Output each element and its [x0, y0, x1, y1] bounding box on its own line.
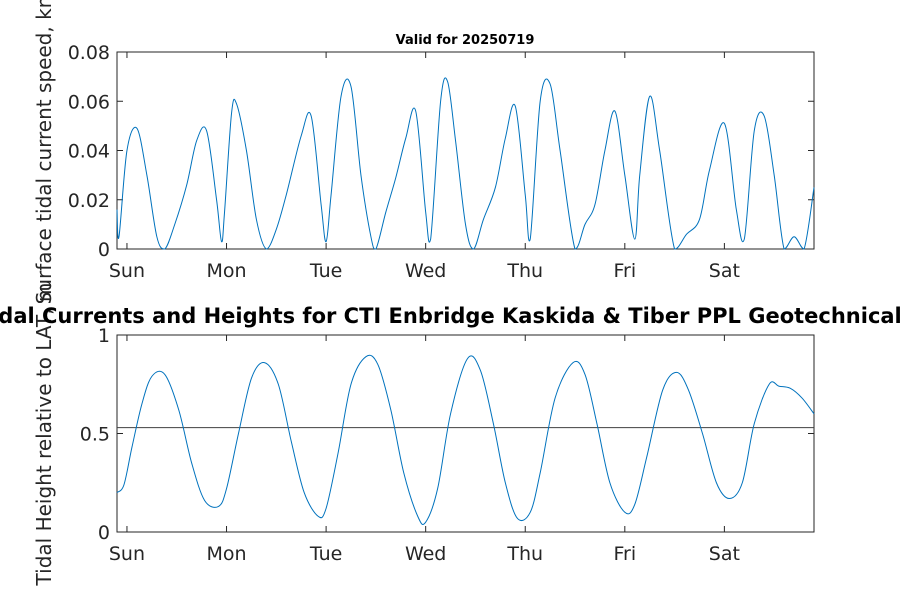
tidal-height-chart: 0 0.5 1 Sun Mon Tue Wed Thu Fri Sat [80, 325, 815, 565]
current-speed-plot-area [116, 51, 815, 250]
tidal-height-x-tick-label: Sat [709, 543, 740, 565]
current-speed-x-tick-label: Thu [506, 260, 543, 282]
tidal-height-series-line [116, 354, 815, 525]
current-speed-y-tick-label: 0.04 [68, 141, 110, 163]
tidal-height-y-tick-label: 0.5 [80, 424, 110, 446]
tidal-height-chart-title: Tidal Currents and Heights for CTI Enbri… [0, 304, 900, 328]
current-speed-y-tick-label: 0.02 [68, 190, 110, 212]
tidal-height-y-axis-label: Tidal Height relative to LAT, m [32, 283, 56, 587]
tidal-height-y-tick-label: 0 [98, 522, 110, 544]
tidal-height-x-tick-label: Wed [405, 543, 446, 565]
current-speed-chart-title: Valid for 20250719 [396, 33, 535, 48]
tidal-height-x-tick-label: Mon [206, 543, 246, 565]
current-speed-x-tick-label: Sun [109, 260, 145, 282]
tidal-height-x-tick-label: Fri [613, 543, 636, 565]
current-speed-chart: Valid for 20250719 0 0.02 0.04 0.06 0.08 Sun… [68, 33, 815, 282]
tidal-height-plot-area [116, 334, 815, 533]
current-speed-x-tick-label: Tue [309, 260, 342, 282]
current-speed-y-tick-label: 0.08 [68, 42, 110, 64]
current-speed-x-tick-label: Mon [206, 260, 246, 282]
tidal-height-x-tick-label: Tue [309, 543, 342, 565]
tidal-height-x-tick-label: Thu [506, 543, 543, 565]
current-speed-x-tick-label: Sat [709, 260, 740, 282]
current-speed-x-tick-label: Fri [613, 260, 636, 282]
current-speed-series-line [116, 77, 815, 250]
current-speed-y-tick-label: 0 [98, 239, 110, 261]
current-speed-x-tick-label: Wed [405, 260, 446, 282]
current-speed-y-tick-label: 0.06 [68, 91, 110, 113]
tidal-height-x-tick-label: Sun [109, 543, 145, 565]
tidal-height-y-tick-label: 1 [98, 325, 110, 347]
current-speed-y-axis-label: Surface tidal current speed, kn [32, 0, 56, 304]
